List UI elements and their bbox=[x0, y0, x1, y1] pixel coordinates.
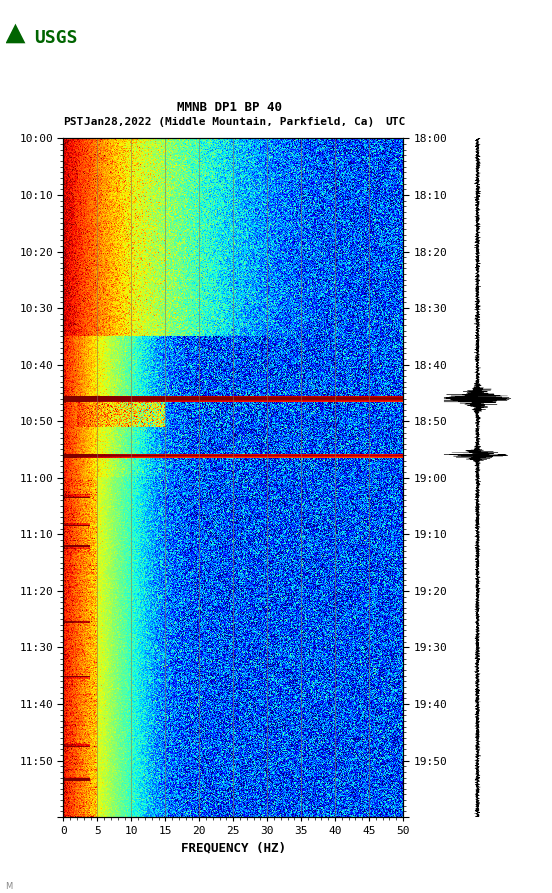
X-axis label: FREQUENCY (HZ): FREQUENCY (HZ) bbox=[181, 842, 286, 855]
Text: PST: PST bbox=[63, 117, 84, 127]
Text: MMNB DP1 BP 40: MMNB DP1 BP 40 bbox=[177, 101, 282, 114]
Text: Jan28,2022 (Middle Mountain, Parkfield, Ca): Jan28,2022 (Middle Mountain, Parkfield, … bbox=[84, 117, 374, 127]
Text: USGS: USGS bbox=[34, 29, 78, 47]
Polygon shape bbox=[6, 23, 25, 43]
Text: UTC: UTC bbox=[385, 117, 406, 127]
Text: M: M bbox=[6, 881, 13, 890]
